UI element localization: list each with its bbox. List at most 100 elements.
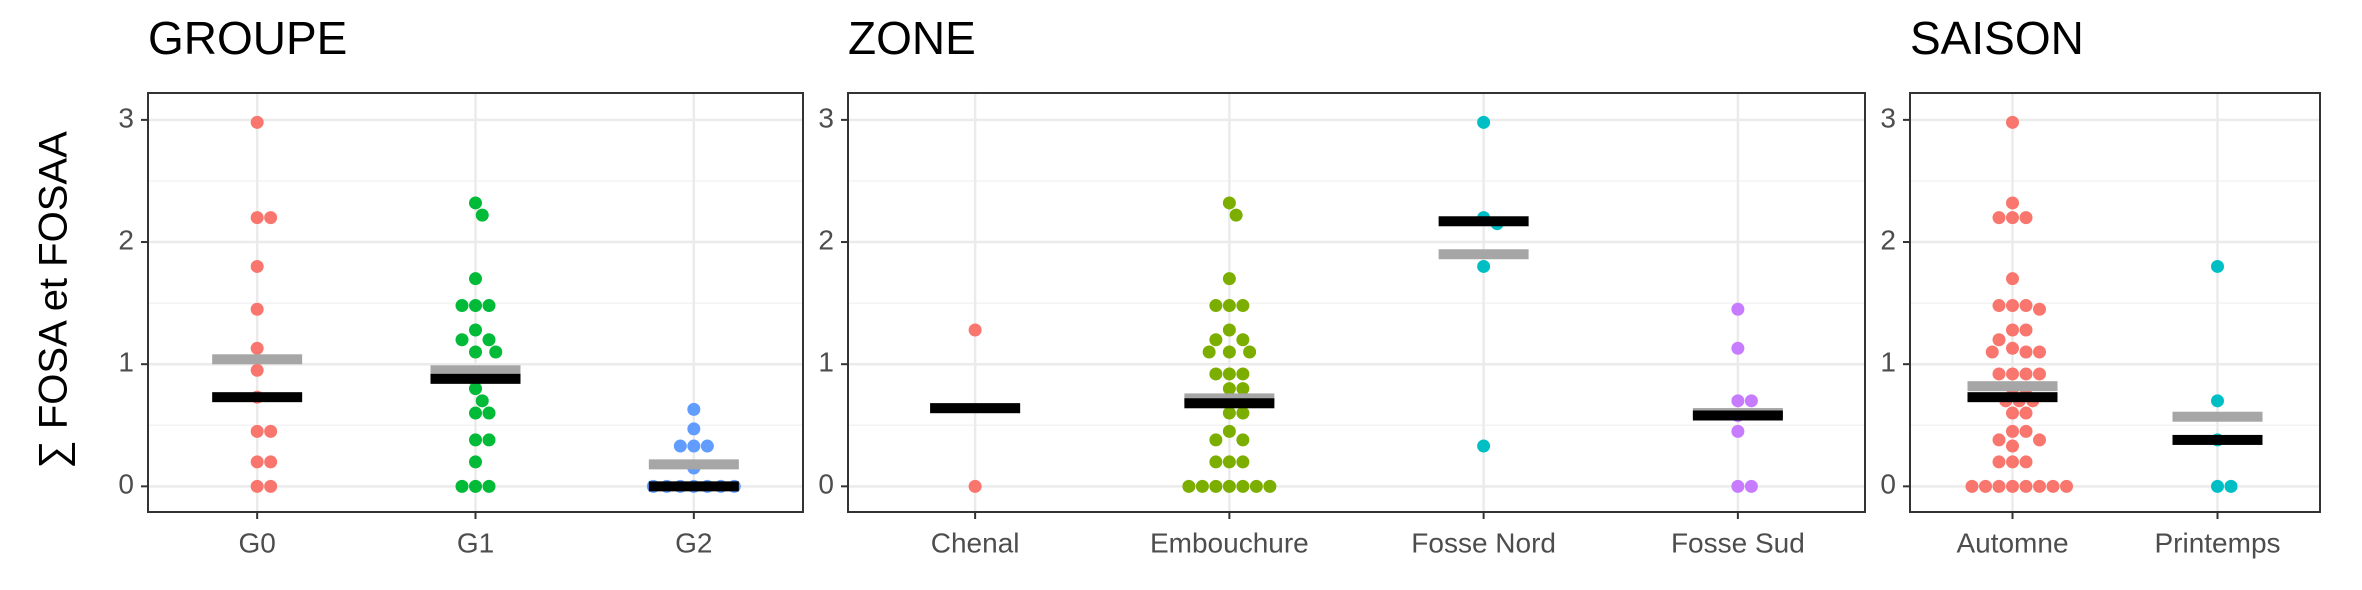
data-point (968, 323, 982, 337)
y-tick-label: 0 (818, 469, 834, 500)
x-tick-label: Fosse Sud (1671, 527, 1805, 558)
data-point (1222, 455, 1236, 469)
data-point (1744, 479, 1758, 493)
data-point (2211, 479, 2224, 493)
data-point (2033, 367, 2046, 381)
data-point (2019, 455, 2033, 469)
data-point (2033, 433, 2046, 447)
data-point (1236, 406, 1250, 420)
data-point (1182, 479, 1196, 493)
data-point (1236, 479, 1250, 493)
median-bar (930, 403, 1021, 414)
median-bar (1692, 410, 1783, 421)
data-point (1236, 333, 1250, 347)
data-point (2006, 323, 2019, 337)
data-point (1222, 406, 1236, 420)
median-bar (648, 481, 739, 492)
data-point (1209, 479, 1223, 493)
data-point (1222, 299, 1236, 313)
data-point (469, 433, 482, 447)
data-point (250, 363, 264, 377)
panel-border (847, 92, 1866, 513)
x-tick-label: Automne (1956, 527, 2068, 558)
data-point (250, 302, 264, 316)
data-point (1243, 345, 1257, 359)
data-point (1992, 211, 2006, 225)
data-point (489, 345, 503, 359)
data-point (2019, 424, 2033, 438)
data-point (687, 439, 701, 453)
y-axis-label: ∑ FOSA et FOSAA (32, 131, 76, 469)
x-tick-label: Fosse Nord (1411, 527, 1556, 558)
data-point (2006, 455, 2019, 469)
data-point (2019, 479, 2033, 493)
data-point (1236, 433, 1250, 447)
panel-title: SAISON (1910, 12, 2084, 64)
data-point (264, 455, 278, 469)
data-point (469, 299, 482, 313)
data-point (482, 406, 496, 420)
data-point (455, 333, 469, 347)
data-point (1731, 424, 1745, 438)
data-point (1202, 345, 1216, 359)
y-tick-label: 0 (118, 469, 134, 500)
data-point (2046, 479, 2060, 493)
data-point (1477, 259, 1491, 273)
data-point (1263, 479, 1277, 493)
data-point (1222, 479, 1236, 493)
data-point (2019, 367, 2033, 381)
data-point (2006, 406, 2019, 420)
mean-bar (2172, 411, 2263, 422)
data-point (2006, 479, 2019, 493)
data-point (469, 272, 482, 286)
data-point (1731, 302, 1745, 316)
data-point (250, 211, 264, 225)
data-point (1236, 455, 1250, 469)
data-point (2006, 367, 2019, 381)
y-tick-label: 3 (1880, 102, 1896, 133)
y-tick-label: 1 (118, 347, 134, 378)
data-point (469, 406, 482, 420)
data-point (2033, 302, 2046, 316)
data-point (250, 479, 264, 493)
data-point (1222, 382, 1236, 396)
data-point (2019, 299, 2033, 313)
mean-bar (1438, 249, 1529, 260)
y-tick-label: 3 (818, 102, 834, 133)
data-point (482, 433, 496, 447)
x-tick-label: G0 (238, 527, 275, 558)
data-point (1222, 196, 1236, 210)
data-point (2060, 479, 2073, 493)
data-point (2019, 211, 2033, 225)
data-point (1209, 367, 1223, 381)
data-point (250, 341, 264, 355)
data-point (2211, 394, 2224, 408)
data-point (687, 402, 701, 416)
data-point (1992, 367, 2006, 381)
median-bar (212, 392, 303, 403)
data-point (1236, 382, 1250, 396)
data-point (1236, 299, 1250, 313)
data-point (1249, 479, 1263, 493)
data-point (1744, 394, 1758, 408)
data-point (475, 394, 489, 408)
data-point (469, 345, 482, 359)
data-point (1979, 479, 1992, 493)
data-point (2006, 424, 2019, 438)
x-tick-label: Chenal (931, 527, 1020, 558)
data-point (469, 455, 482, 469)
data-point (1731, 341, 1745, 355)
data-point (1222, 367, 1236, 381)
y-tick-label: 0 (1880, 469, 1896, 500)
mean-bar (212, 354, 303, 365)
panel-border (1909, 92, 2321, 513)
y-tick-label: 3 (118, 102, 134, 133)
data-point (2006, 115, 2019, 129)
data-point (1209, 299, 1223, 313)
data-point (475, 208, 489, 222)
data-point (2019, 323, 2033, 337)
data-point (264, 424, 278, 438)
median-bar (1967, 392, 2058, 403)
data-point (1209, 433, 1223, 447)
